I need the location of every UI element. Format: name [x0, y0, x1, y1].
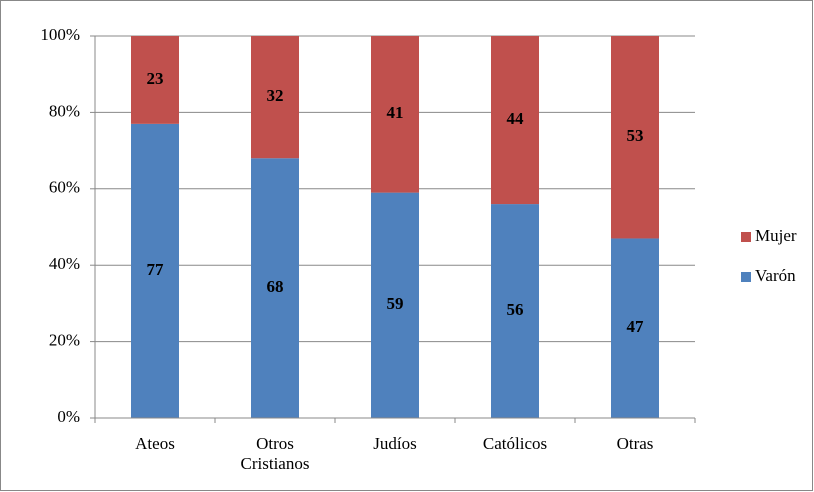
data-label: 41 [387, 103, 404, 122]
bar-segment [251, 158, 299, 419]
y-tick-label: 100% [40, 25, 80, 44]
y-tick-label: 60% [49, 178, 80, 197]
data-label: 32 [267, 86, 284, 105]
bar-segment [611, 238, 659, 418]
x-tick-label: Ateos [135, 434, 175, 453]
y-tick-label: 20% [49, 331, 80, 350]
legend-swatch [741, 232, 751, 242]
x-tick-label: Otros Cristianos [240, 434, 310, 473]
data-label: 56 [507, 300, 524, 319]
bar-segment [491, 36, 539, 205]
y-tick-label: 40% [49, 254, 80, 273]
legend-label: Varón [755, 266, 796, 285]
x-tick-label: Otras [616, 434, 654, 453]
data-label: 53 [627, 126, 644, 145]
bar-segment [371, 36, 419, 193]
bar-segment [131, 123, 179, 419]
bar-segment [371, 192, 419, 418]
legend-swatch [741, 272, 751, 282]
legend-label: Mujer [755, 226, 797, 245]
bar-segment [251, 36, 299, 159]
x-tick-label: Judíos [373, 434, 417, 453]
data-label: 59 [387, 294, 404, 313]
y-tick-label: 0% [57, 407, 80, 426]
data-label: 23 [147, 69, 164, 88]
data-label: 44 [507, 109, 525, 128]
bar-segment [611, 36, 659, 239]
data-label: 77 [147, 260, 165, 279]
data-label: 68 [267, 277, 284, 296]
x-tick-label: Católicos [482, 434, 548, 453]
bar-segment [491, 204, 539, 418]
y-tick-label: 80% [49, 101, 80, 120]
bar-segment [131, 36, 179, 124]
data-label: 47 [627, 317, 645, 336]
